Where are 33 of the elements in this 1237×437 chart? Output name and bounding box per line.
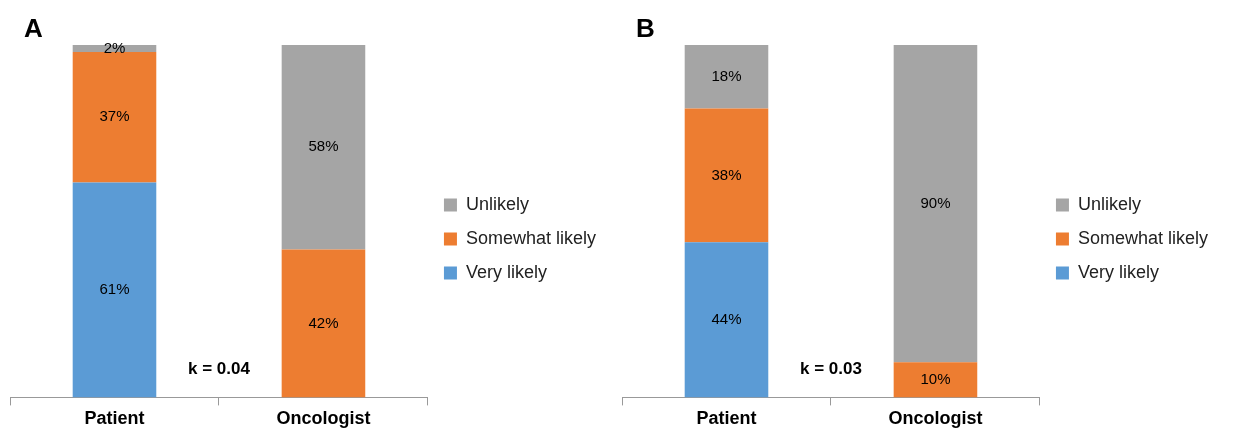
bar [684, 108, 769, 243]
x-tick-label: Patient [696, 408, 757, 429]
bar [684, 45, 769, 109]
bar [281, 45, 366, 250]
chart-title: A [24, 13, 43, 44]
chart-title: B [636, 13, 655, 44]
data-label: 10% [920, 369, 951, 387]
data-label: 90% [920, 193, 951, 211]
bar [281, 249, 366, 398]
legend-label: Very likely [1077, 261, 1159, 282]
data-label: 2% [103, 38, 126, 56]
x-tick-label: Patient [84, 408, 145, 429]
bar [684, 242, 769, 398]
legend-label: Somewhat likely [465, 227, 597, 248]
data-label: 37% [99, 107, 130, 125]
data-label: 61% [99, 280, 130, 298]
data-label: 42% [308, 313, 339, 331]
data-label: 44% [711, 310, 742, 328]
x-tick-label: Oncologist [276, 408, 371, 429]
bar [72, 52, 157, 183]
data-label: 18% [711, 66, 742, 84]
bar [72, 182, 157, 398]
legend-label: Unlikely [465, 193, 529, 214]
data-label: 38% [711, 165, 742, 183]
bar [893, 362, 978, 398]
legend-label: Unlikely [1077, 193, 1141, 214]
annotation: k = 0.04 [188, 359, 251, 379]
data-label: 58% [308, 137, 339, 155]
legend-label: Very likely [465, 261, 547, 282]
bar [893, 45, 978, 363]
annotation: k = 0.03 [800, 359, 862, 379]
legend-label: Somewhat likely [1077, 227, 1209, 248]
x-tick-label: Oncologist [888, 408, 983, 429]
